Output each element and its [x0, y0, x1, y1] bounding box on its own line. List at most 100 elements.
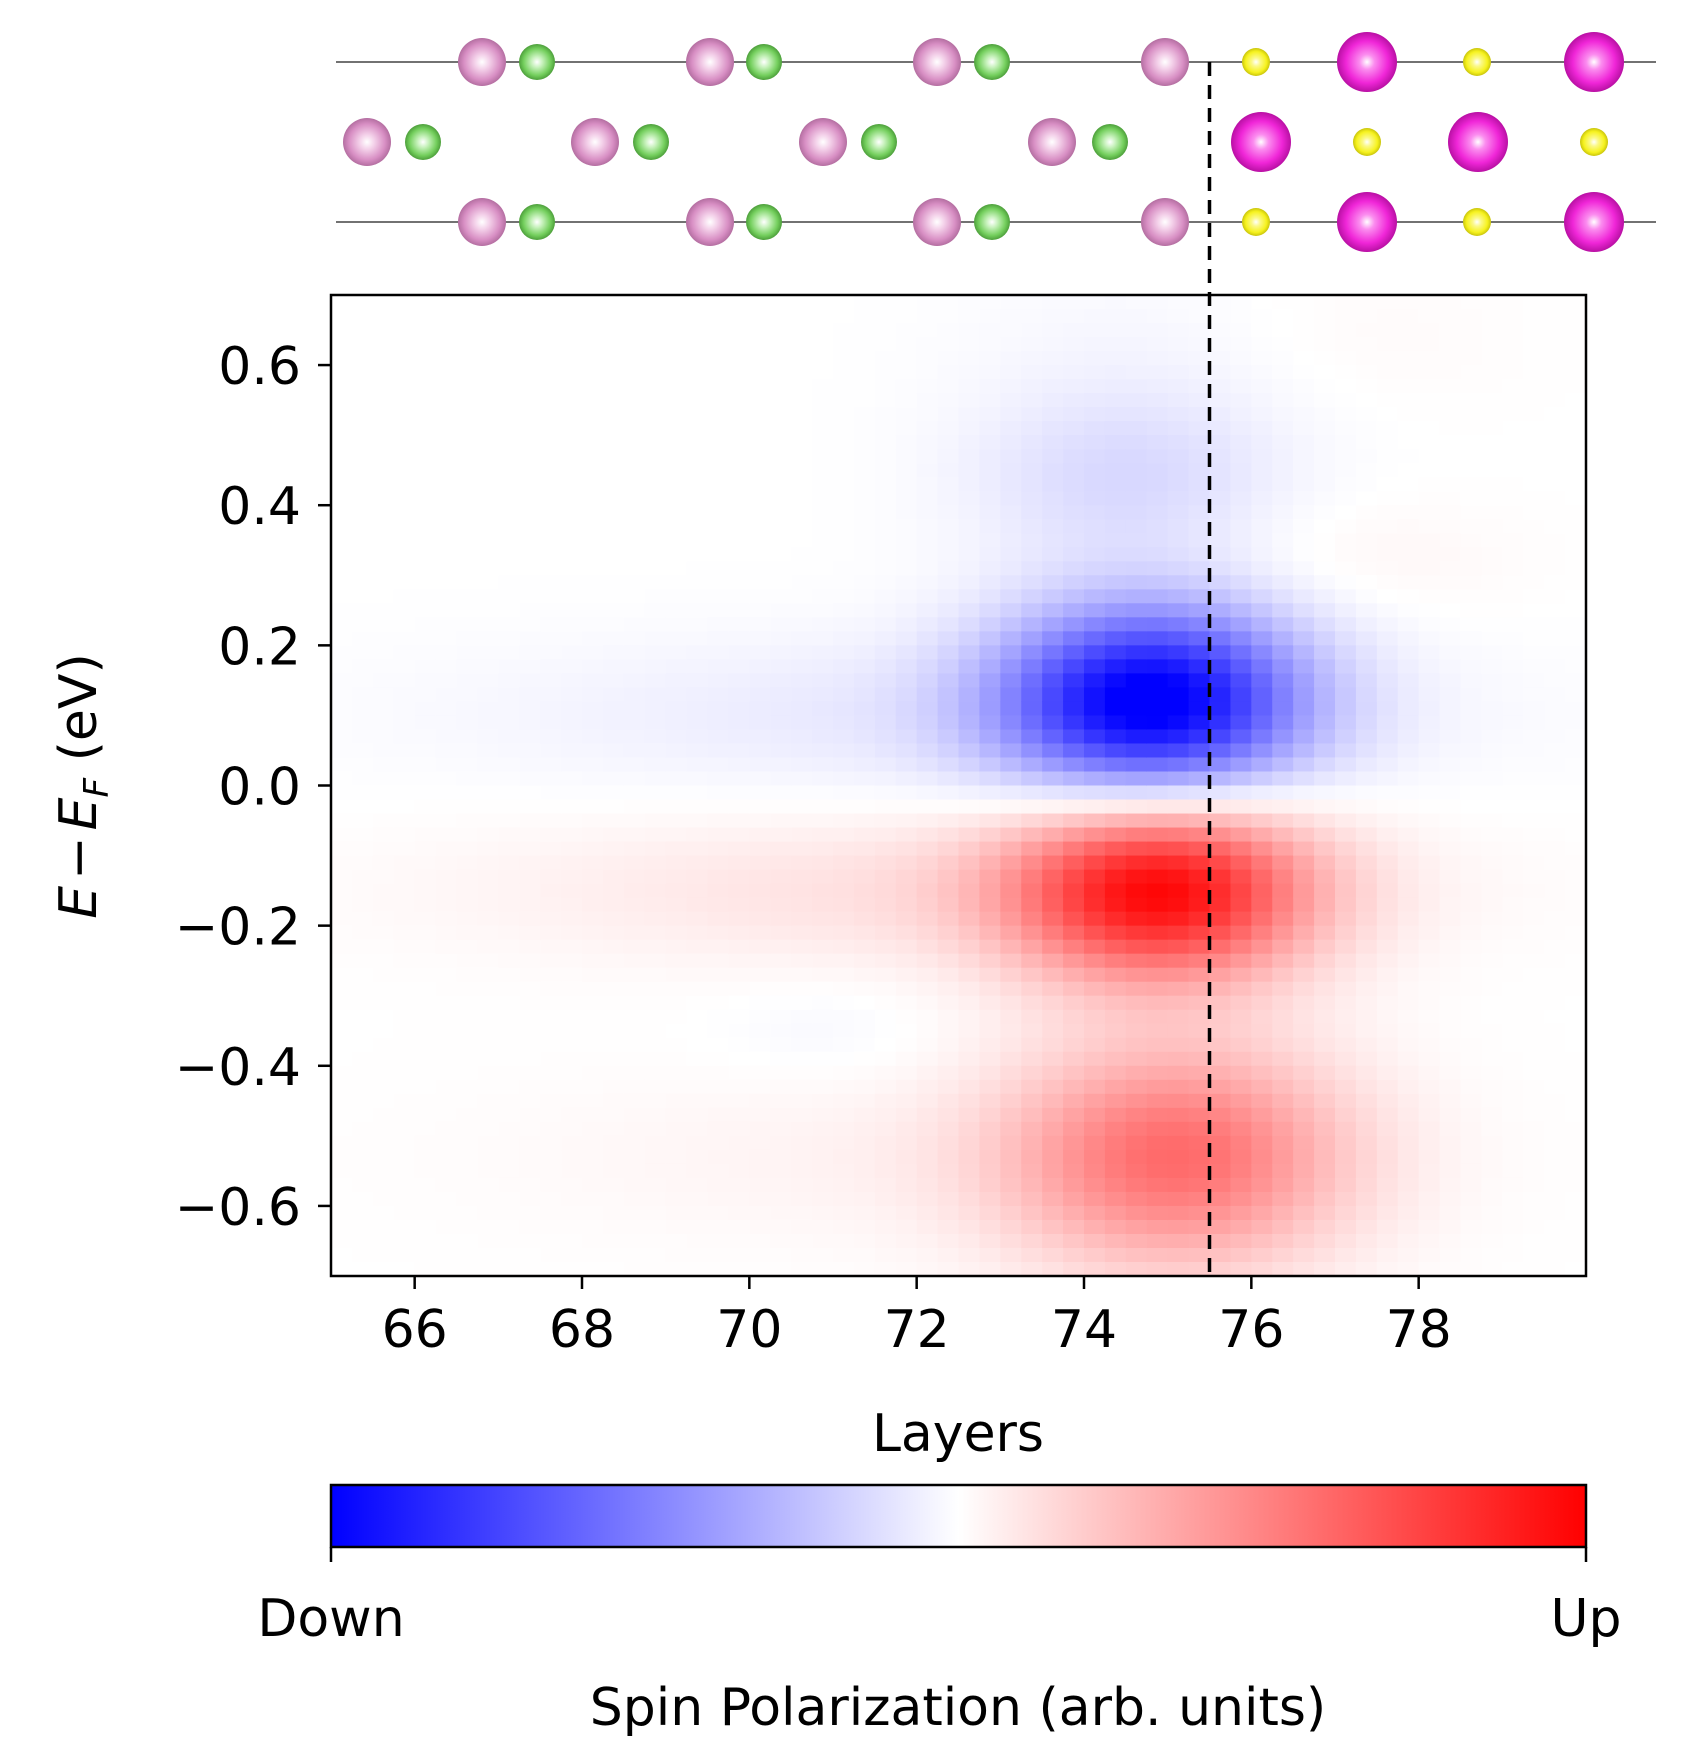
heatmap-cell — [1418, 701, 1441, 717]
heatmap-cell — [1251, 575, 1273, 590]
heatmap-cell — [435, 1205, 458, 1221]
heatmap-cell — [372, 1135, 395, 1151]
heatmap-cell — [561, 1121, 583, 1137]
heatmap-cell — [1523, 1023, 1545, 1039]
heatmap-cell — [644, 295, 667, 310]
heatmap-cell — [1104, 953, 1127, 969]
heatmap-cell — [895, 883, 918, 899]
heatmap-cell — [812, 981, 834, 997]
heatmap-cell — [707, 519, 730, 534]
heatmap-cell — [498, 799, 520, 815]
heatmap-cell — [958, 967, 981, 983]
heatmap-cell — [1042, 981, 1064, 997]
heatmap-cell — [351, 449, 374, 464]
heatmap-cell — [1523, 1177, 1545, 1193]
heatmap-cell — [435, 533, 458, 548]
heatmap-cell — [1209, 869, 1232, 885]
heatmap-cell — [1146, 1163, 1169, 1179]
heatmap-cell — [895, 491, 918, 506]
heatmap-cell — [582, 435, 604, 450]
heatmap-cell — [456, 1149, 479, 1165]
heatmap-cell — [874, 1219, 897, 1235]
heatmap-cell — [1230, 869, 1252, 885]
heatmap-cell — [1209, 449, 1232, 464]
heatmap-cell — [644, 1023, 667, 1039]
heatmap-cell — [540, 1009, 562, 1025]
heatmap-cell — [1125, 799, 1148, 815]
heatmap-cell — [582, 1093, 604, 1109]
heatmap-cell — [1021, 729, 1043, 745]
heatmap-cell — [728, 393, 750, 408]
heatmap-cell — [749, 911, 771, 927]
heatmap-cell — [1146, 729, 1169, 745]
heatmap-cell — [916, 379, 939, 394]
heatmap-cell — [812, 561, 834, 576]
heatmap-cell — [1481, 617, 1503, 632]
heatmap-cell — [791, 561, 813, 576]
heatmap-cell — [561, 1247, 583, 1263]
heatmap-cell — [1418, 1149, 1441, 1165]
heatmap-cell — [1230, 1233, 1252, 1249]
heatmap-cell — [331, 883, 353, 899]
heatmap-cell — [1335, 421, 1357, 436]
heatmap-cell — [1230, 729, 1252, 745]
heatmap-cell — [1502, 953, 1524, 969]
heatmap-cell — [1460, 911, 1483, 927]
heatmap-cell — [1460, 631, 1483, 646]
heatmap-cell — [1544, 1135, 1566, 1151]
heatmap-cell — [895, 533, 918, 548]
heatmap-cell — [1104, 771, 1127, 787]
heatmap-cell — [1042, 477, 1064, 492]
heatmap-cell — [351, 463, 374, 478]
heatmap-cell — [602, 1121, 625, 1137]
heatmap-cell — [728, 603, 750, 618]
heatmap-cell — [1209, 519, 1232, 534]
heatmap-cell — [728, 659, 750, 674]
heatmap-cell — [1167, 393, 1190, 408]
heatmap-cell — [916, 449, 939, 464]
heatmap-cell — [686, 743, 709, 759]
heatmap-cell — [1209, 701, 1232, 717]
heatmap-cell — [477, 1233, 499, 1249]
heatmap-cell — [435, 897, 458, 913]
heatmap-cell — [1314, 561, 1336, 576]
heatmap-cell — [331, 491, 353, 506]
heatmap-cell — [770, 1121, 792, 1137]
heatmap-cell — [749, 379, 771, 394]
heatmap-cell — [582, 561, 604, 576]
heatmap-cell — [1084, 813, 1106, 829]
heatmap-cell — [1523, 379, 1545, 394]
heatmap-cell — [1565, 995, 1586, 1011]
heatmap-cell — [1063, 855, 1085, 871]
heatmap-cell — [1335, 953, 1357, 969]
atom-yellow — [1353, 128, 1381, 156]
heatmap-cell — [853, 981, 876, 997]
heatmap-cell — [1188, 911, 1211, 927]
heatmap-cell — [519, 407, 541, 422]
heatmap-cell — [498, 575, 520, 590]
heatmap-cell — [351, 1079, 374, 1095]
heatmap-cell — [979, 995, 1001, 1011]
heatmap-cell — [770, 575, 792, 590]
atom-green — [974, 204, 1010, 240]
heatmap-cell — [728, 505, 750, 520]
heatmap-cell — [874, 1079, 897, 1095]
heatmap-cell — [456, 379, 479, 394]
heatmap-cell — [1397, 379, 1420, 394]
heatmap-cell — [1063, 351, 1085, 366]
heatmap-cell — [602, 729, 625, 745]
heatmap-cell — [1397, 1205, 1420, 1221]
heatmap-cell — [623, 1247, 646, 1263]
heatmap-cell — [728, 813, 750, 829]
heatmap-cell — [1167, 435, 1190, 450]
heatmap-cell — [644, 1065, 667, 1081]
heatmap-cell — [456, 1121, 479, 1137]
heatmap-cell — [895, 365, 918, 380]
heatmap-cell — [1209, 575, 1232, 590]
heatmap-cell — [1084, 673, 1106, 688]
heatmap-cell — [1146, 967, 1169, 983]
heatmap-cell — [1146, 1051, 1169, 1067]
heatmap-cell — [1293, 869, 1315, 885]
heatmap-cell — [833, 421, 855, 436]
heatmap-cell — [561, 1149, 583, 1165]
